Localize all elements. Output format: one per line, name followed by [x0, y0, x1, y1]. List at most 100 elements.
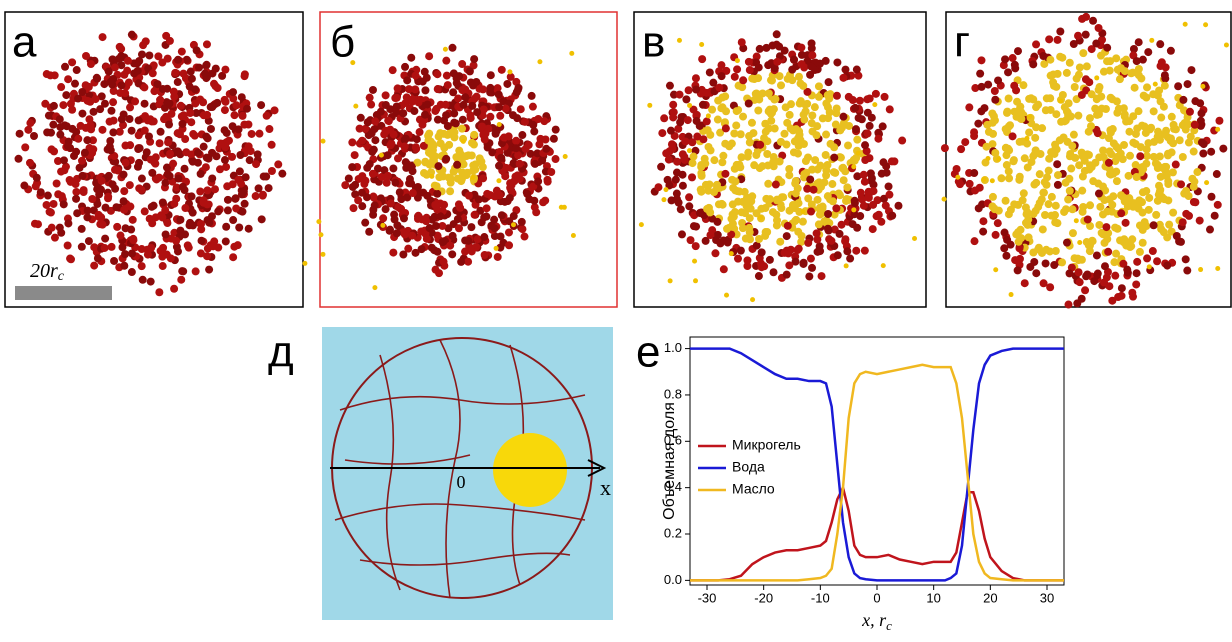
- particle: [839, 119, 848, 128]
- particle: [791, 257, 800, 266]
- particle: [382, 178, 391, 187]
- particle: [433, 85, 442, 94]
- particle: [47, 145, 56, 154]
- particle: [1116, 64, 1125, 73]
- particle: [90, 261, 99, 270]
- particle: [433, 189, 442, 198]
- particle: [383, 171, 392, 180]
- particle: [854, 113, 863, 122]
- particle: [728, 200, 737, 209]
- particle: [520, 117, 529, 126]
- particle: [172, 194, 181, 203]
- oil-droplet: [353, 103, 359, 109]
- particle: [110, 256, 119, 265]
- particle: [805, 272, 814, 281]
- particle: [730, 208, 739, 217]
- particle: [197, 225, 206, 234]
- particle: [1050, 261, 1059, 270]
- particle: [119, 170, 128, 179]
- particle: [64, 219, 73, 228]
- particle: [1096, 202, 1105, 211]
- particle: [365, 227, 374, 236]
- particle: [222, 222, 231, 231]
- particle: [808, 51, 817, 60]
- oil-droplet: [561, 204, 567, 210]
- particle: [178, 182, 187, 191]
- particle: [994, 206, 1003, 215]
- particle: [1197, 109, 1206, 118]
- particle: [177, 112, 186, 121]
- particle: [823, 103, 832, 112]
- particle: [539, 198, 548, 207]
- particle: [121, 158, 130, 167]
- particle: [138, 275, 147, 284]
- oil-droplet: [562, 153, 568, 159]
- particle: [799, 259, 808, 268]
- particle: [180, 164, 189, 173]
- particle: [162, 163, 171, 172]
- particle: [389, 130, 398, 139]
- particle: [523, 189, 532, 198]
- particle: [480, 251, 489, 260]
- particle: [1162, 172, 1171, 181]
- oil-droplet: [511, 222, 517, 228]
- particle: [1083, 215, 1092, 224]
- particle: [1134, 107, 1143, 116]
- particle: [541, 135, 550, 144]
- particle: [433, 70, 442, 79]
- origin-label: 0: [457, 472, 466, 492]
- particle: [1032, 123, 1041, 132]
- particle: [756, 259, 765, 268]
- particle: [794, 227, 803, 236]
- oil-droplet: [318, 232, 324, 238]
- particle: [832, 109, 841, 118]
- particle: [1000, 244, 1009, 253]
- particle: [480, 213, 489, 222]
- particle: [699, 135, 708, 144]
- particle: [1149, 107, 1158, 116]
- particle: [458, 124, 467, 133]
- particle: [1056, 52, 1065, 61]
- particle: [780, 46, 789, 55]
- particle: [62, 122, 71, 131]
- particle: [379, 214, 388, 223]
- particle: [762, 43, 771, 52]
- particle: [172, 236, 181, 245]
- particle: [804, 194, 813, 203]
- particle: [1035, 170, 1044, 179]
- particle: [688, 173, 697, 182]
- particle: [1041, 211, 1050, 220]
- particle: [413, 158, 422, 167]
- particle: [745, 214, 754, 223]
- particle: [877, 217, 886, 226]
- particle: [868, 225, 877, 234]
- particle: [801, 157, 810, 166]
- particle: [1005, 174, 1014, 183]
- particle: [106, 146, 115, 155]
- particle: [833, 58, 842, 67]
- particle: [53, 156, 62, 165]
- particle: [1069, 40, 1078, 49]
- particle: [672, 168, 681, 177]
- particle: [884, 182, 893, 191]
- particle: [1178, 153, 1187, 162]
- particle: [470, 55, 479, 64]
- particle: [827, 236, 836, 245]
- particle: [994, 76, 1003, 85]
- particle: [46, 208, 55, 217]
- particle: [1142, 187, 1151, 196]
- particle: [49, 120, 58, 129]
- particle: [1025, 94, 1034, 103]
- particle: [361, 124, 370, 133]
- particle: [826, 139, 835, 148]
- particle: [1094, 110, 1103, 119]
- particle: [1078, 152, 1087, 161]
- particle: [377, 172, 386, 181]
- particle: [158, 84, 167, 93]
- x-tick-label: -30: [698, 590, 717, 605]
- particle: [691, 74, 700, 83]
- particle: [26, 119, 35, 128]
- particle: [251, 192, 260, 201]
- particle: [717, 72, 726, 81]
- particle: [791, 217, 800, 226]
